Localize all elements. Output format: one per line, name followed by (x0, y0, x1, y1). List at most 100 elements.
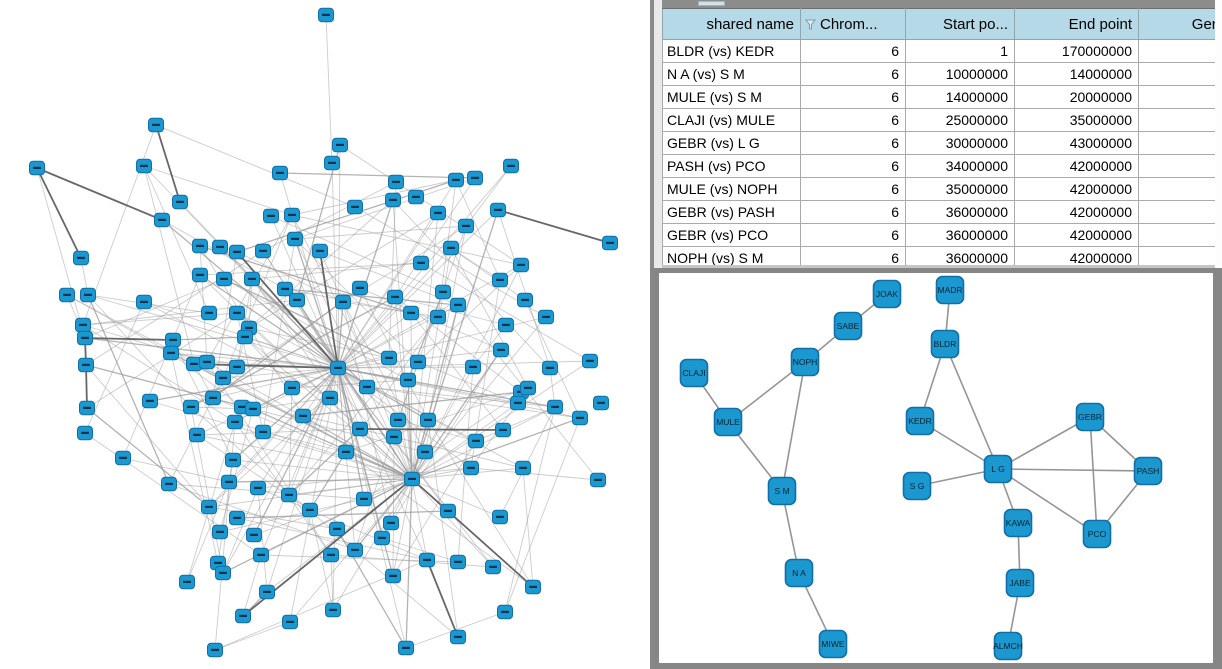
network-node[interactable] (385, 568, 401, 584)
network-node[interactable] (75, 317, 91, 333)
network-node[interactable] (205, 390, 221, 406)
network-node[interactable] (492, 272, 508, 288)
network-node[interactable] (493, 342, 509, 358)
network-node[interactable] (467, 170, 483, 186)
table-cell-start[interactable]: 36000000 (905, 200, 1015, 224)
table-cell-genetic[interactable]: 16.9 (1138, 131, 1222, 155)
network-node[interactable] (136, 294, 152, 310)
network-node[interactable] (525, 579, 541, 595)
network-node[interactable] (419, 552, 435, 568)
network-node[interactable] (582, 353, 598, 369)
network-node[interactable] (400, 372, 416, 388)
table-row[interactable]: N A (vs) S M610000000140000006.6 (662, 62, 1222, 86)
network-node[interactable] (244, 271, 260, 287)
table-cell-end[interactable]: 42000000 (1014, 223, 1139, 247)
network-node[interactable] (515, 460, 531, 476)
network-node[interactable] (332, 137, 348, 153)
network-node[interactable] (216, 271, 232, 287)
network-node[interactable] (390, 412, 406, 428)
network-node[interactable] (259, 584, 275, 600)
table-cell-start[interactable]: 25000000 (905, 108, 1015, 132)
network-node[interactable] (490, 202, 506, 218)
network-node[interactable] (398, 640, 414, 656)
subnetwork-node[interactable]: NOPH (790, 347, 820, 377)
table-cell-end[interactable]: 170000000 (1014, 39, 1139, 63)
network-node[interactable] (263, 208, 279, 224)
table-cell-chromosome[interactable]: 6 (800, 223, 906, 247)
network-node[interactable] (347, 199, 363, 215)
column-header-sharedname[interactable]: shared name (662, 8, 801, 40)
table-row[interactable]: GEBR (vs) PASH636000000420000008.9 (662, 200, 1222, 224)
network-node[interactable] (227, 414, 243, 430)
table-row[interactable]: BLDR (vs) KEDR61170000000192.0 (662, 39, 1222, 63)
network-node[interactable] (403, 305, 419, 321)
network-node[interactable] (115, 450, 131, 466)
network-node[interactable] (318, 7, 334, 23)
network-node[interactable] (443, 240, 459, 256)
table-cell-genetic[interactable]: 8.9 (1138, 200, 1222, 224)
network-node[interactable] (229, 244, 245, 260)
network-node[interactable] (388, 174, 404, 190)
subnetwork-node[interactable]: ALMCH (993, 631, 1023, 661)
network-node[interactable] (312, 243, 328, 259)
network-node[interactable] (148, 117, 164, 133)
table-cell-end[interactable]: 35000000 (1014, 108, 1139, 132)
network-node[interactable] (73, 250, 89, 266)
table-cell-genetic[interactable]: 7.5 (1138, 85, 1222, 109)
network-node[interactable] (165, 332, 181, 348)
network-node[interactable] (284, 380, 300, 396)
table-cell-name[interactable]: CLAJI (vs) MULE (662, 108, 801, 132)
table-row[interactable]: MULE (vs) S M614000000200000007.5 (662, 85, 1222, 109)
network-node[interactable] (338, 444, 354, 460)
table-cell-name[interactable]: MULE (vs) NOPH (662, 177, 801, 201)
table-cell-genetic[interactable]: 192.0 (1138, 39, 1222, 63)
network-node[interactable] (237, 329, 253, 345)
network-node[interactable] (440, 503, 456, 519)
table-cell-name[interactable]: BLDR (vs) KEDR (662, 39, 801, 63)
table-cell-chromosome[interactable]: 6 (800, 39, 906, 63)
network-node[interactable] (542, 360, 558, 376)
table-cell-genetic[interactable]: 6.6 (1138, 62, 1222, 86)
network-node[interactable] (179, 574, 195, 590)
network-node[interactable] (302, 502, 318, 518)
network-node[interactable] (246, 527, 262, 543)
network-node[interactable] (79, 400, 95, 416)
network-node[interactable] (463, 460, 479, 476)
table-cell-end[interactable]: 42000000 (1014, 154, 1139, 178)
network-node[interactable] (450, 297, 466, 313)
network-node[interactable] (77, 330, 93, 346)
table-cell-chromosome[interactable]: 6 (800, 131, 906, 155)
network-node[interactable] (272, 165, 288, 181)
network-node[interactable] (430, 205, 446, 221)
subnetwork-node[interactable]: PCO (1082, 519, 1112, 549)
network-node[interactable] (323, 547, 339, 563)
subnetwork-node[interactable]: JOAK (872, 279, 902, 309)
network-node[interactable] (229, 359, 245, 375)
subnetwork-node[interactable]: KEDR (905, 406, 935, 436)
table-cell-start[interactable]: 34000000 (905, 154, 1015, 178)
network-node[interactable] (468, 433, 484, 449)
network-node[interactable] (212, 239, 228, 255)
table-cell-genetic[interactable]: 10.5 (1138, 177, 1222, 201)
network-node[interactable] (207, 642, 223, 658)
network-node[interactable] (192, 267, 208, 283)
network-node[interactable] (172, 194, 188, 210)
table-cell-end[interactable]: 43000000 (1014, 131, 1139, 155)
column-header-genetic[interactable]: Genetic... (1138, 8, 1222, 40)
subnetwork-node[interactable]: MADR (935, 275, 965, 305)
table-cell-name[interactable]: GEBR (vs) L G (662, 131, 801, 155)
table-cell-genetic[interactable]: 8.4 (1138, 223, 1222, 247)
horizontal-scrollbar[interactable] (662, 0, 1215, 8)
network-node[interactable] (277, 281, 293, 297)
table-cell-chromosome[interactable]: 6 (800, 62, 906, 86)
network-node[interactable] (229, 305, 245, 321)
network-node[interactable] (78, 357, 94, 373)
network-node[interactable] (212, 524, 228, 540)
subnetwork-canvas[interactable]: JOAK SABE NOPH CLAJI MULE S M N A MIWE MADR BLDR K… (659, 273, 1213, 663)
network-node[interactable] (383, 515, 399, 531)
table-cell-end[interactable]: 14000000 (1014, 62, 1139, 86)
network-node[interactable] (458, 218, 474, 234)
network-node[interactable] (215, 370, 231, 386)
subnetwork-node[interactable]: SABE (833, 311, 863, 341)
table-cell-end[interactable]: 42000000 (1014, 200, 1139, 224)
